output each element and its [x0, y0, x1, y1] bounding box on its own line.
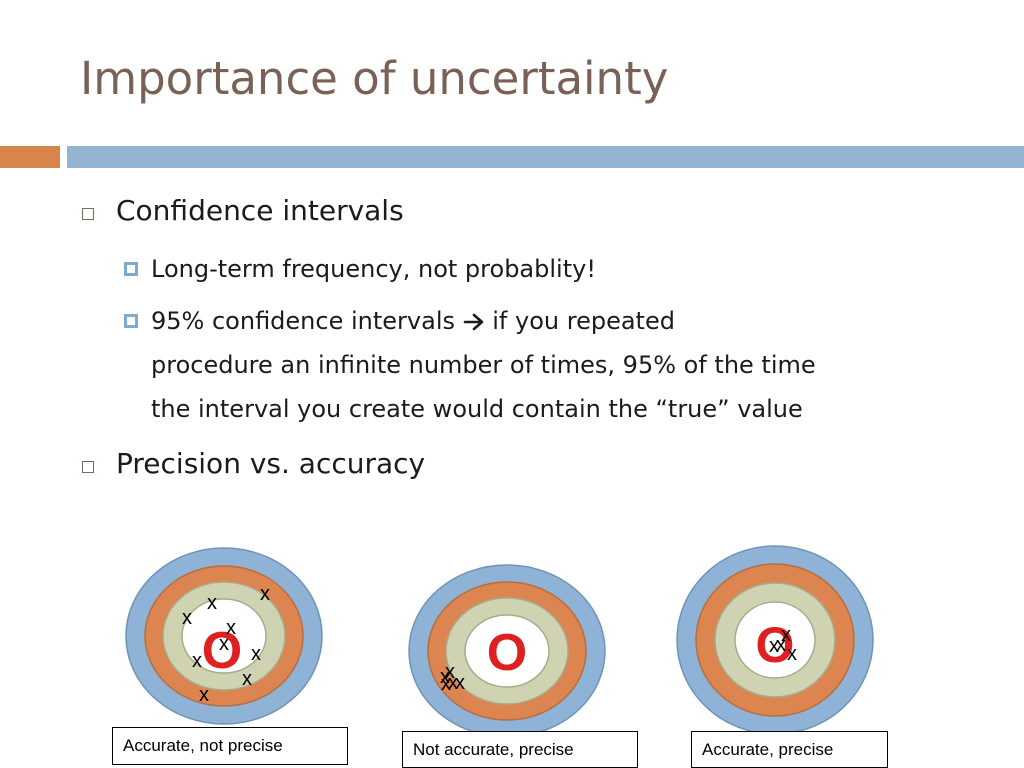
hit-mark: x: [242, 668, 252, 690]
filled-square-bullet-icon: [124, 314, 138, 328]
hit-mark: x: [199, 684, 209, 706]
hit-mark: x: [441, 673, 451, 695]
title-accent-blue: [67, 146, 1024, 168]
target-accurate-precise: O x x x x: [676, 545, 874, 735]
hit-mark: x: [787, 643, 797, 665]
square-bullet-icon: [82, 461, 94, 473]
bullseye-mark: O: [487, 624, 527, 682]
bullet-precision-accuracy: Precision vs. accuracy: [116, 447, 426, 480]
filled-square-bullet-icon: [124, 262, 138, 276]
caption-not-accurate-precise: Not accurate, precise: [402, 731, 638, 768]
hit-mark: x: [182, 607, 192, 629]
target-not-accurate-precise: O x x x x x: [408, 564, 606, 738]
hit-mark: x: [192, 650, 202, 672]
caption-accurate-not-precise: Accurate, not precise: [112, 727, 348, 765]
slide-title: Importance of uncertainty: [80, 52, 669, 105]
hit-mark: x: [440, 666, 450, 688]
sub-bullet-95-percent: 95% confidence intervals if you repeated…: [151, 299, 981, 431]
hit-mark: x: [448, 672, 458, 694]
square-bullet-icon: [82, 208, 94, 220]
target-accurate-not-precise: O x x x x x x x x x: [125, 547, 323, 725]
sub-bullet-95-line1: if you repeated: [484, 307, 675, 335]
title-accent-orange: [0, 146, 60, 168]
hit-mark: x: [455, 672, 465, 694]
hit-mark: x: [207, 592, 217, 614]
sub-bullet-long-term: Long-term frequency, not probablity!: [151, 255, 596, 283]
sub-bullet-95-lead: 95% confidence intervals: [151, 307, 455, 335]
hit-mark: x: [445, 661, 455, 683]
bullseye-mark: O: [756, 617, 795, 673]
hit-mark: x: [260, 583, 270, 605]
hit-mark: x: [226, 617, 236, 639]
sub-bullet-95-line2: procedure an infinite number of times, 9…: [151, 351, 816, 379]
bullseye-mark: O: [202, 622, 242, 680]
hit-mark: x: [781, 624, 791, 646]
bullet-confidence-intervals: Confidence intervals: [116, 194, 404, 227]
caption-accurate-precise: Accurate, precise: [691, 731, 888, 768]
hit-mark: x: [251, 643, 261, 665]
hit-mark: x: [769, 635, 779, 657]
hit-mark: x: [219, 633, 229, 655]
right-arrow-icon: [463, 313, 483, 331]
hit-mark: x: [776, 634, 786, 656]
sub-bullet-95-line3: the interval you create would contain th…: [151, 395, 803, 423]
